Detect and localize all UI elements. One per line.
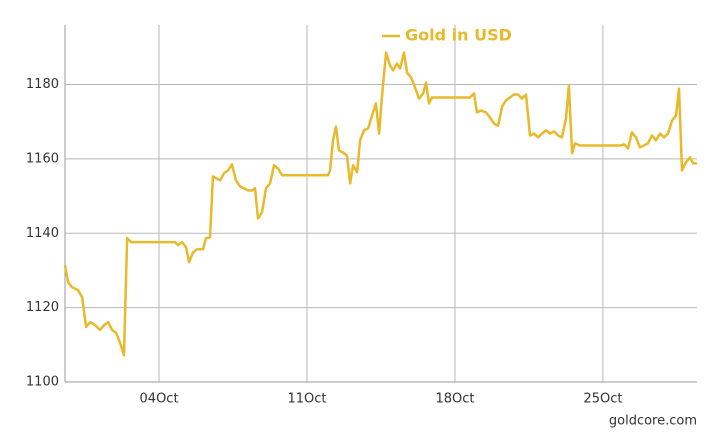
legend-label: Gold in USD [405, 26, 512, 45]
y-tick-label: 1120 [26, 300, 59, 315]
watermark: goldcore.com [609, 414, 697, 429]
x-tick-label: 11Oct [288, 392, 327, 407]
y-tick-label: 1180 [26, 77, 59, 92]
data-line [63, 51, 697, 357]
y-tick-label: 1160 [26, 151, 59, 166]
x-tick-label: 04Oct [140, 392, 179, 407]
y-tick-label: 1100 [26, 375, 59, 390]
y-tick-label: 1140 [26, 226, 59, 241]
x-tick-label: 25Oct [583, 392, 622, 407]
x-tick-label: 18Oct [435, 392, 474, 407]
